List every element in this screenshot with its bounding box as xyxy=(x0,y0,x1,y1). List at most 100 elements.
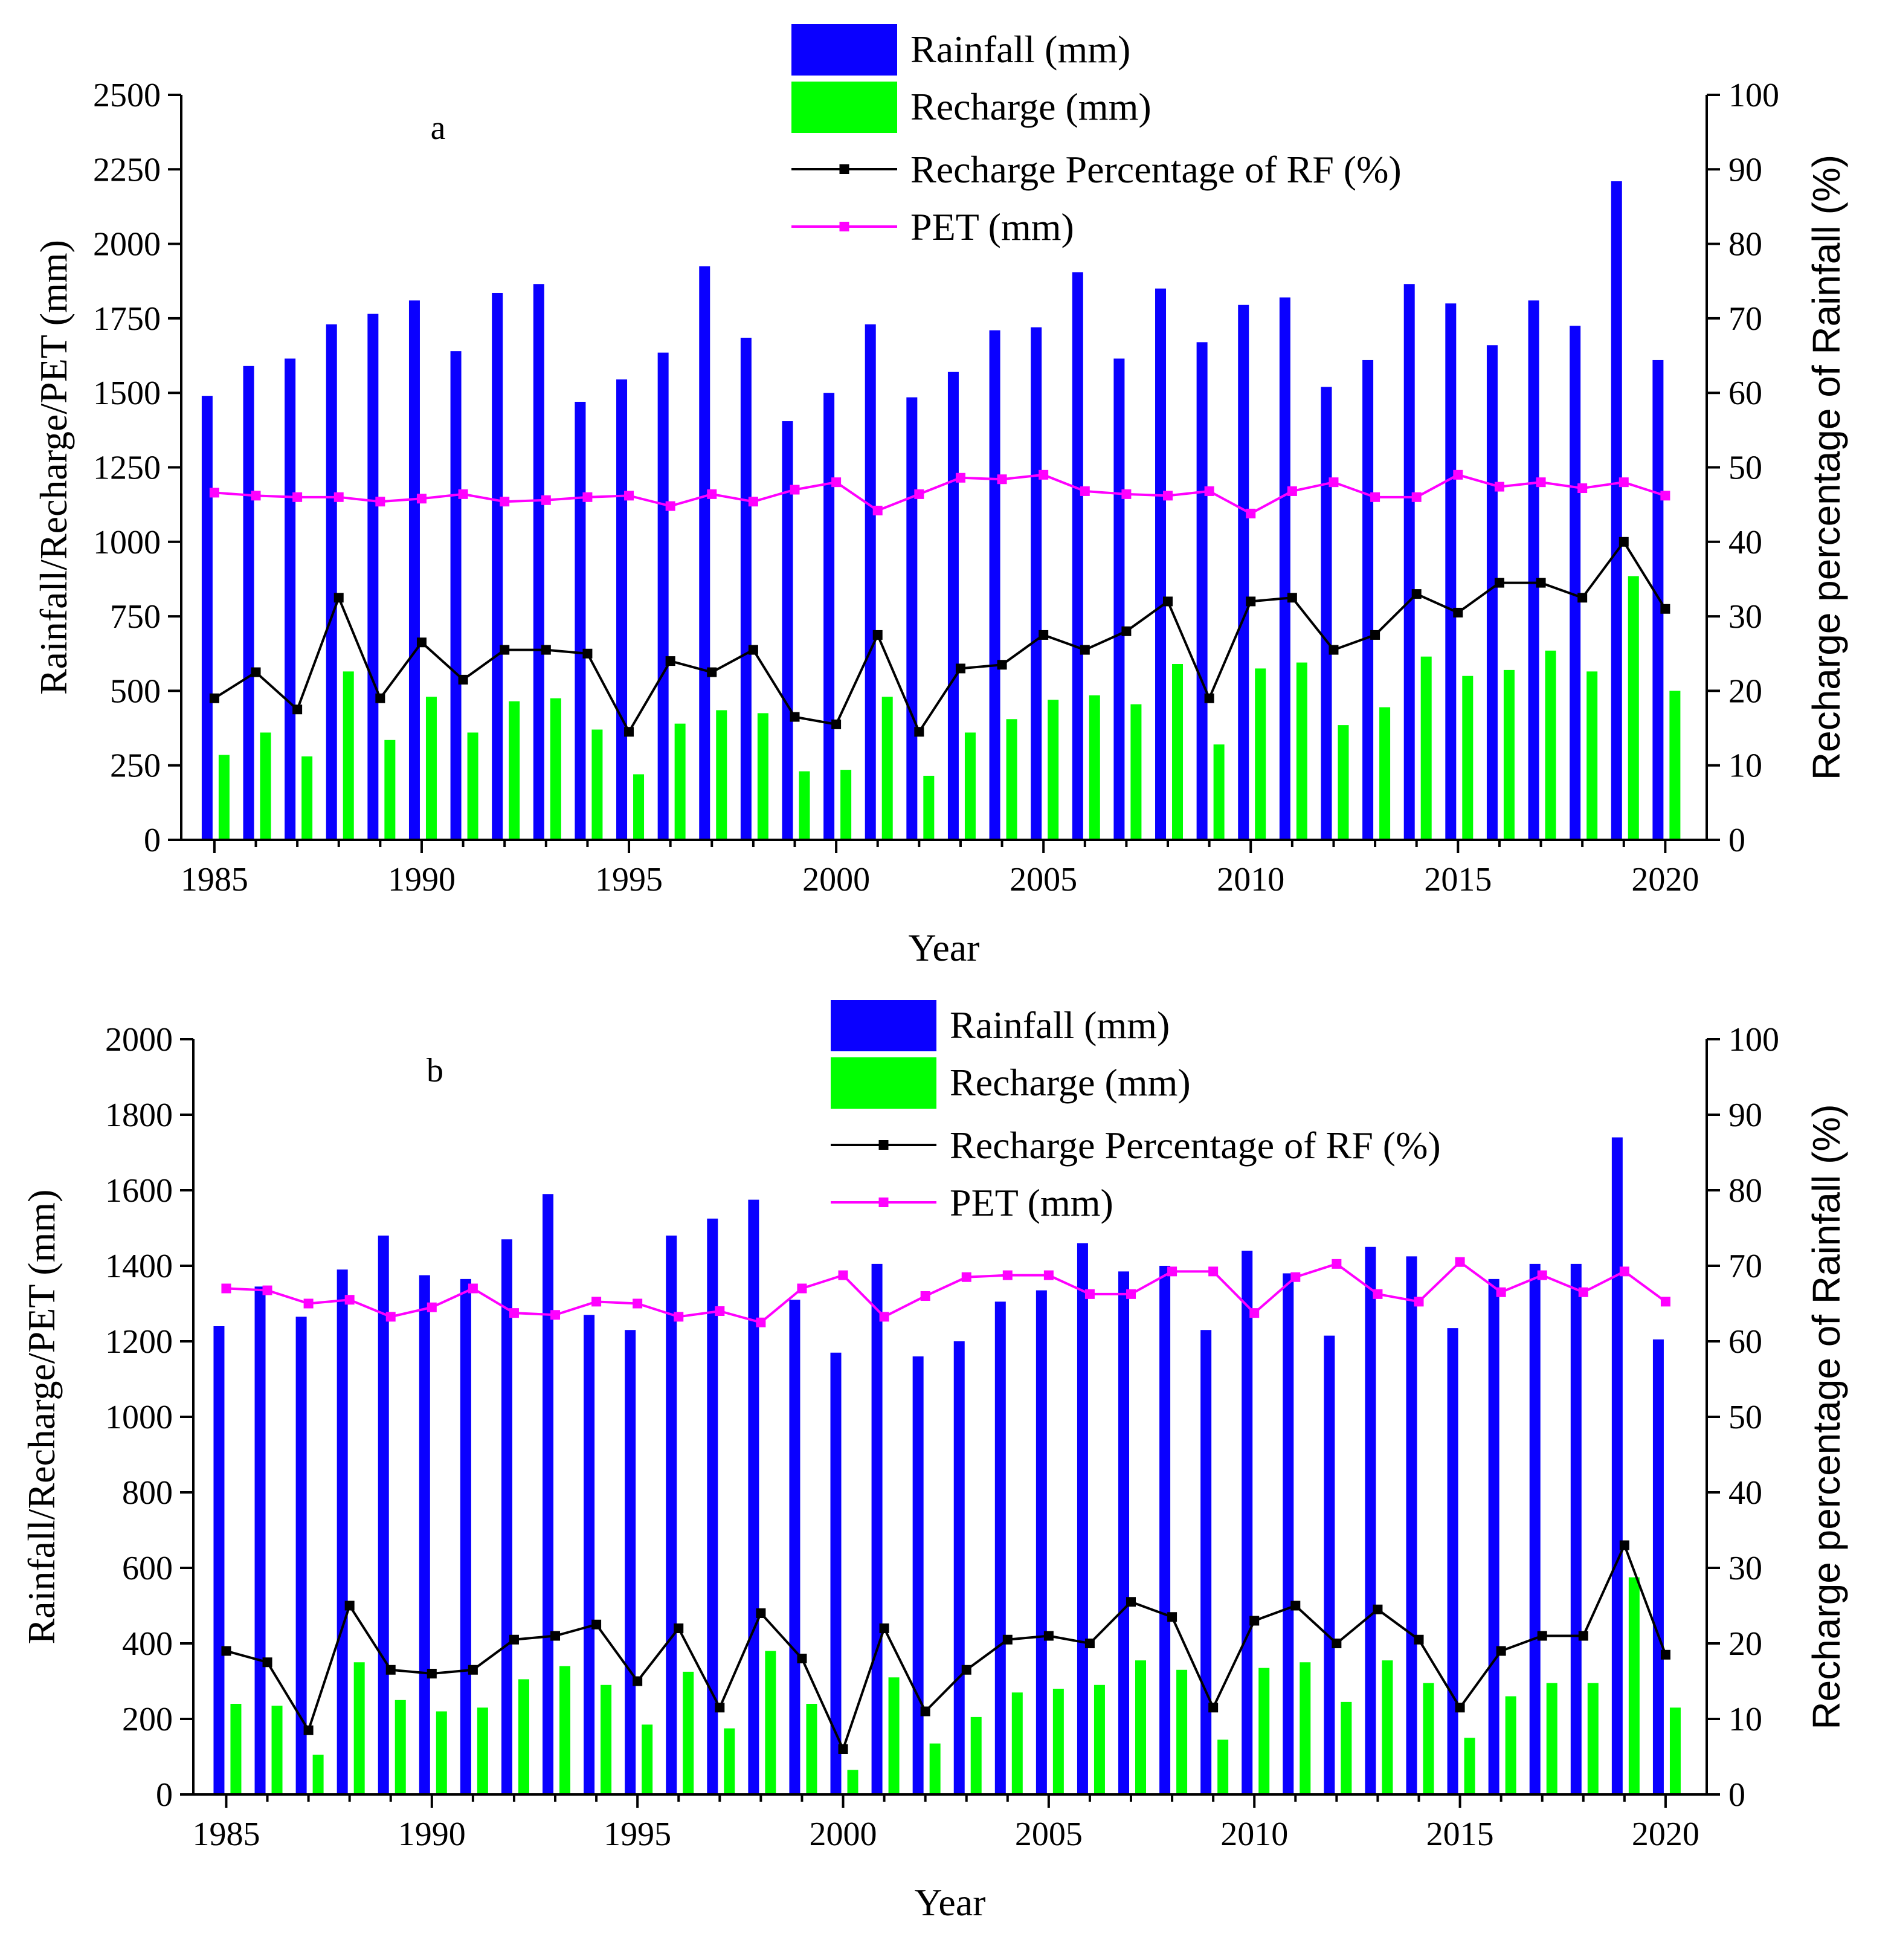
recharge-bar xyxy=(1669,691,1681,840)
x-tick-label: 2000 xyxy=(810,1816,877,1853)
y-axis-title: Rainfall/Recharge/PET (mm) xyxy=(20,1190,63,1645)
x-tick-label: 2005 xyxy=(1010,861,1077,898)
rainfall-bar xyxy=(1486,345,1498,840)
rainfall-bar xyxy=(625,1330,636,1794)
pet-point xyxy=(1536,477,1546,488)
legend-percentage-marker xyxy=(839,164,849,174)
pet-point xyxy=(1373,1289,1383,1299)
x-axis-title: Year xyxy=(909,926,980,969)
recharge-bar xyxy=(218,755,230,840)
y2-tick-label: 0 xyxy=(1728,822,1745,859)
y2-tick-label: 0 xyxy=(1728,1776,1745,1814)
rainfall-bar xyxy=(1036,1290,1047,1794)
pet-point xyxy=(838,1270,848,1280)
y2-tick-label: 30 xyxy=(1728,1550,1762,1587)
recharge-percentage-point xyxy=(879,1623,889,1633)
pet-point xyxy=(674,1312,684,1322)
legend-rainfall-label: Rainfall (mm) xyxy=(950,1004,1170,1046)
rainfall-bar xyxy=(947,372,959,840)
rainfall-bar xyxy=(1447,1328,1458,1794)
y2-tick-label: 90 xyxy=(1728,151,1762,189)
recharge-percentage-point xyxy=(1043,1631,1054,1641)
recharge-percentage-point xyxy=(1619,537,1629,547)
rainfall-bar xyxy=(1283,1273,1294,1794)
rainfall-bar xyxy=(1200,1330,1212,1794)
x-tick-label: 2005 xyxy=(1015,1816,1083,1853)
pet-point xyxy=(955,472,965,483)
y2-tick-label: 10 xyxy=(1728,1701,1762,1738)
legend-pet-marker xyxy=(878,1198,889,1207)
y2-tick-label: 70 xyxy=(1728,300,1762,338)
recharge-percentage-point xyxy=(1455,1703,1465,1713)
pet-point xyxy=(1249,1308,1260,1318)
pet-point xyxy=(707,489,717,499)
recharge-bar xyxy=(642,1724,653,1794)
recharge-bar xyxy=(591,729,603,840)
pet-point xyxy=(1204,486,1214,496)
recharge-percentage-point xyxy=(1204,693,1214,703)
pet-point xyxy=(872,506,883,516)
recharge-bar xyxy=(1176,1669,1188,1794)
recharge-percentage-point xyxy=(624,727,634,737)
recharge-bar xyxy=(881,697,893,840)
y-tick-label: 1750 xyxy=(93,300,161,338)
pet-point xyxy=(209,488,219,498)
recharge-bar xyxy=(1217,1739,1229,1794)
recharge-percentage-point xyxy=(582,648,593,659)
recharge-bar xyxy=(840,770,852,840)
recharge-bar xyxy=(1669,1707,1681,1794)
rainfall-bar xyxy=(912,1356,924,1794)
legend-pet-marker xyxy=(839,222,849,231)
legend-rainfall-swatch xyxy=(791,24,897,76)
pet-point xyxy=(1660,491,1670,501)
pet-point xyxy=(665,501,675,511)
recharge-bar xyxy=(1379,707,1391,840)
rainfall-bar xyxy=(584,1315,595,1794)
recharge-bar xyxy=(1296,662,1307,840)
y-tick-label: 1250 xyxy=(93,450,161,487)
legend-recharge-swatch xyxy=(831,1057,936,1109)
recharge-bar xyxy=(1546,1683,1557,1794)
recharge-bar xyxy=(1052,1689,1064,1794)
pet-point xyxy=(251,491,261,501)
recharge-percentage-point xyxy=(665,656,675,666)
recharge-bar xyxy=(1464,1738,1475,1794)
rainfall-bar xyxy=(285,358,296,840)
x-tick-label: 1985 xyxy=(192,1816,260,1853)
rainfall-bar xyxy=(830,1352,842,1794)
recharge-percentage-point xyxy=(1002,1634,1013,1645)
legend-percentage-label: Recharge Percentage of RF (%) xyxy=(950,1124,1441,1167)
legend-pet-label: PET (mm) xyxy=(910,205,1074,248)
y2-tick-label: 40 xyxy=(1728,524,1762,561)
recharge-percentage-point xyxy=(1496,1646,1506,1656)
rainfall-bar xyxy=(450,351,462,840)
x-tick-label: 2010 xyxy=(1220,1816,1288,1853)
rainfall-bar xyxy=(1362,359,1374,840)
rainfall-bar xyxy=(575,401,586,840)
recharge-percentage-point xyxy=(1494,578,1504,588)
legend-percentage-label: Recharge Percentage of RF (%) xyxy=(910,148,1402,191)
rainfall-bar xyxy=(707,1218,718,1794)
x-tick-label: 1995 xyxy=(604,1816,671,1853)
recharge-bar xyxy=(923,775,935,840)
pet-point xyxy=(416,494,427,504)
rainfall-bar xyxy=(740,337,752,840)
recharge-bar xyxy=(716,710,727,840)
recharge-percentage-point xyxy=(262,1657,272,1668)
rainfall-bar xyxy=(295,1317,307,1794)
pet-point xyxy=(1496,1287,1506,1297)
recharge-bar xyxy=(1130,704,1142,840)
x-tick-label: 1990 xyxy=(388,861,456,898)
y-tick-label: 750 xyxy=(110,598,161,636)
pet-point xyxy=(961,1272,971,1282)
recharge-percentage-point xyxy=(1660,604,1670,614)
recharge-percentage-point xyxy=(1084,1639,1095,1648)
y-tick-label: 2000 xyxy=(105,1021,173,1059)
recharge-percentage-point xyxy=(1453,607,1463,617)
rainfall-bar xyxy=(1118,1271,1130,1794)
pet-point xyxy=(1619,1266,1629,1277)
recharge-bar xyxy=(1545,650,1556,840)
pet-point xyxy=(344,1295,355,1305)
recharge-bar xyxy=(601,1684,612,1794)
